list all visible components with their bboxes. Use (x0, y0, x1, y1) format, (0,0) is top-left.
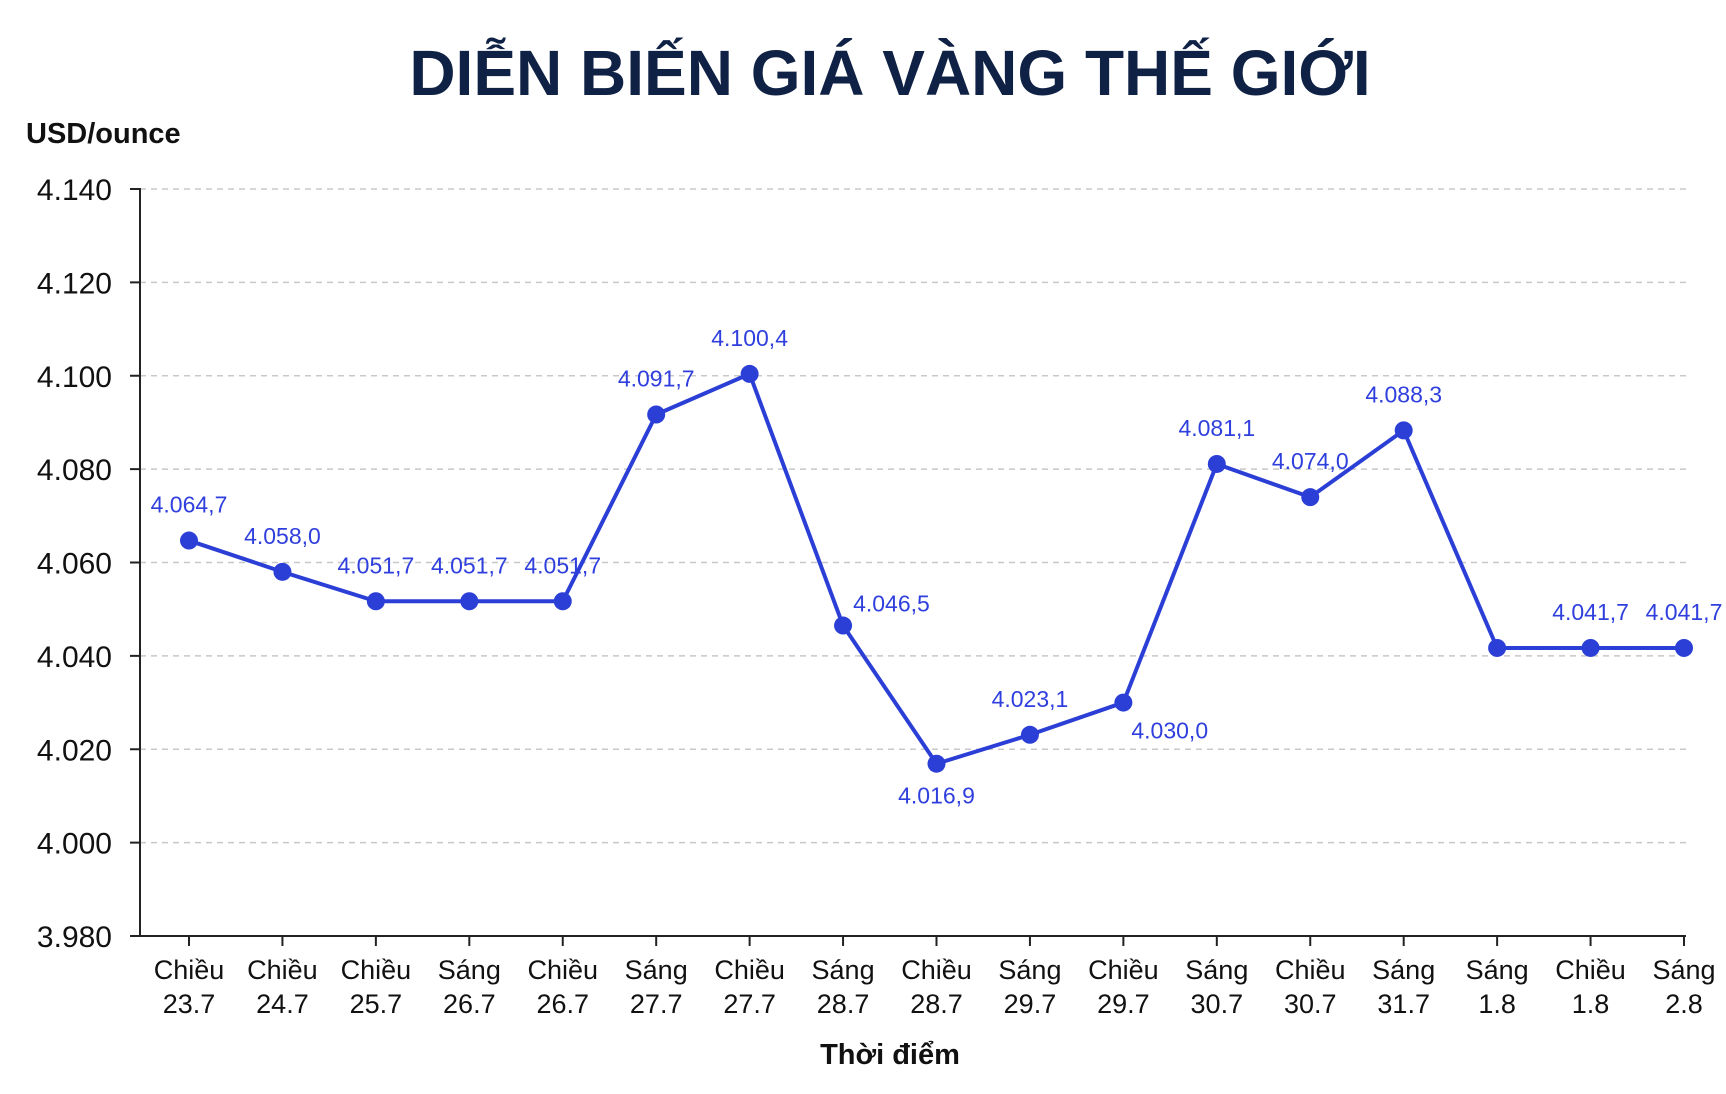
x-tick-label: Sáng 30.7 (1185, 955, 1248, 1019)
data-label: 4.041,7 (1646, 599, 1723, 625)
x-tick-label: Sáng 1.8 (1466, 955, 1529, 1019)
data-point (1488, 638, 1507, 657)
y-axis-unit-label: USD/ounce (26, 118, 181, 150)
data-point (1301, 488, 1320, 507)
y-tick-label: 4.140 (37, 174, 112, 207)
data-label: 4.051,7 (338, 552, 415, 578)
y-tick-label: 4.100 (37, 361, 112, 394)
x-tick-label: Sáng 29.7 (998, 955, 1061, 1019)
data-label: 4.051,7 (431, 552, 508, 578)
data-point (740, 364, 759, 383)
data-point (460, 592, 479, 611)
data-label: 4.023,1 (992, 686, 1069, 712)
y-tick-label: 3.980 (37, 921, 112, 954)
data-label: 4.051,7 (524, 552, 601, 578)
x-tick-label: Sáng 31.7 (1372, 955, 1435, 1019)
data-point (1207, 454, 1226, 473)
x-tick-label: Chiều 25.7 (341, 955, 412, 1019)
data-point (553, 592, 572, 611)
data-point (366, 592, 385, 611)
x-tick-label: Sáng 2.8 (1652, 955, 1715, 1019)
data-label: 4.081,1 (1178, 415, 1255, 441)
data-point (647, 405, 666, 424)
x-tick-label: Chiều 28.7 (901, 955, 972, 1019)
data-point (273, 562, 292, 581)
data-label: 4.058,0 (244, 523, 321, 549)
data-point (1675, 638, 1693, 657)
x-tick-label: Chiều 27.7 (714, 955, 785, 1019)
data-point (1114, 693, 1133, 712)
x-tick-label: Sáng 28.7 (812, 955, 875, 1019)
x-tick-label: Sáng 27.7 (625, 955, 688, 1019)
y-axis-ticks: 3.980 4.000 4.020 4.040 4.060 4.080 4.100 4.120… (37, 174, 140, 954)
data-point (180, 531, 198, 550)
x-tick-label: Chiều 26.7 (527, 955, 598, 1019)
x-axis-ticks: Chiều 23.7 Chiều 24.7 Chiều 25.7 Sáng 26.7 Chiều… (154, 936, 1716, 1019)
gridlines (140, 188, 1686, 844)
x-tick-label: Chiều 1.8 (1555, 955, 1626, 1019)
x-tick-label: Sáng 26.7 (438, 955, 501, 1019)
y-tick-label: 4.080 (37, 454, 112, 487)
data-label: 4.074,0 (1272, 448, 1349, 474)
data-point (834, 616, 853, 635)
data-label: 4.088,3 (1365, 381, 1442, 407)
data-label: 4.064,7 (151, 492, 228, 518)
x-axis-title: Thời điểm (820, 1039, 960, 1071)
x-tick-label: Chiều 29.7 (1088, 955, 1159, 1019)
data-point (1394, 421, 1413, 440)
data-labels: 4.064,7 4.058,0 4.051,7 4.051,7 4.051,7 4.091… (151, 325, 1723, 809)
data-label: 4.016,9 (898, 783, 975, 809)
data-point (1581, 638, 1600, 657)
data-label: 4.046,5 (853, 591, 930, 617)
x-tick-label: Chiều 24.7 (247, 955, 318, 1019)
data-point (1020, 725, 1039, 744)
data-label: 4.091,7 (618, 366, 695, 392)
x-tick-label: Chiều 30.7 (1275, 955, 1346, 1019)
data-label: 4.100,4 (711, 325, 788, 351)
y-tick-label: 4.020 (37, 734, 112, 767)
data-label: 4.041,7 (1552, 599, 1629, 625)
x-tick-label: Chiều 23.7 (154, 955, 225, 1019)
chart-title: DIỄN BIẾN GIÁ VÀNG THẾ GIỚI (409, 37, 1370, 109)
y-tick-label: 4.120 (37, 267, 112, 300)
series (180, 364, 1693, 773)
y-tick-label: 4.040 (37, 641, 112, 674)
y-tick-label: 4.000 (37, 828, 112, 861)
data-point (927, 754, 946, 773)
data-label: 4.030,0 (1131, 718, 1208, 744)
y-tick-label: 4.060 (37, 548, 112, 581)
